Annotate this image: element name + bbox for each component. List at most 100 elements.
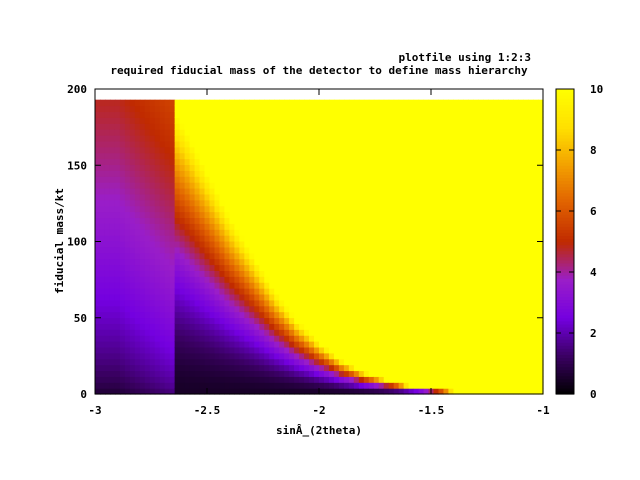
heatmap-cell xyxy=(418,99,425,107)
heatmap-cell xyxy=(104,134,111,142)
heatmap-cell xyxy=(224,146,230,154)
heatmap-cell xyxy=(194,211,201,219)
heatmap-cell xyxy=(363,276,370,283)
heatmap-cell xyxy=(174,282,181,289)
heatmap-cell xyxy=(413,117,420,124)
heatmap-cell xyxy=(418,111,425,118)
heatmap-cell xyxy=(104,164,111,171)
heatmap-cell xyxy=(134,235,141,242)
heatmap-cell xyxy=(284,217,290,224)
heatmap-cell xyxy=(314,205,320,213)
heatmap-cell xyxy=(124,211,131,219)
heatmap-cell xyxy=(134,205,141,213)
heatmap-cell xyxy=(189,134,196,142)
heatmap-cell xyxy=(533,240,539,248)
heatmap-cell xyxy=(418,182,425,189)
heatmap-cell xyxy=(129,211,136,219)
heatmap-cell xyxy=(229,152,235,160)
heatmap-cell xyxy=(523,111,529,118)
heatmap-cell xyxy=(164,129,171,136)
heatmap-cell xyxy=(314,158,320,166)
heatmap-cell xyxy=(184,246,191,254)
heatmap-cell xyxy=(438,223,445,230)
colorbar-step xyxy=(556,217,574,221)
heatmap-cell xyxy=(169,370,176,377)
heatmap-cell xyxy=(304,170,310,177)
heatmap-cell xyxy=(378,299,385,307)
colorbar-tick-label: 0 xyxy=(590,388,597,401)
heatmap-cell xyxy=(214,276,221,283)
heatmap-cell xyxy=(508,258,514,266)
heatmap-cell xyxy=(234,217,240,224)
heatmap-cell xyxy=(174,276,181,283)
heatmap-cell xyxy=(299,317,305,324)
heatmap-cell xyxy=(109,134,116,142)
heatmap-cell xyxy=(453,341,459,348)
heatmap-cell xyxy=(164,134,171,142)
heatmap-cell xyxy=(523,176,529,183)
heatmap-cell xyxy=(458,299,464,307)
heatmap-cell xyxy=(343,341,350,348)
heatmap-cell xyxy=(453,146,459,154)
heatmap-cell xyxy=(159,382,166,389)
heatmap-cell xyxy=(368,388,375,395)
heatmap-cell xyxy=(284,211,290,219)
heatmap-cell xyxy=(533,182,539,189)
heatmap-cell xyxy=(144,358,151,366)
heatmap-cell xyxy=(199,258,206,266)
heatmap-cell xyxy=(368,99,375,107)
heatmap-cell xyxy=(508,235,514,242)
heatmap-cell xyxy=(398,129,405,136)
heatmap-cell xyxy=(463,134,469,142)
heatmap-cell xyxy=(523,205,529,213)
heatmap-cell xyxy=(119,205,126,213)
heatmap-cell xyxy=(378,293,385,301)
heatmap-cell xyxy=(373,199,380,207)
heatmap-cell xyxy=(99,282,106,289)
heatmap-cell xyxy=(503,288,509,295)
heatmap-cell xyxy=(388,258,395,266)
heatmap-cell xyxy=(154,382,161,389)
heatmap-cell xyxy=(219,335,226,342)
heatmap-cell xyxy=(458,293,464,301)
heatmap-cell xyxy=(239,382,245,389)
heatmap-cell xyxy=(393,129,400,136)
heatmap-cell xyxy=(498,229,504,236)
heatmap-cell xyxy=(513,329,519,336)
heatmap-cell xyxy=(95,111,101,118)
heatmap-cell xyxy=(353,164,360,171)
heatmap-cell xyxy=(348,164,355,171)
heatmap-cell xyxy=(179,229,186,236)
heatmap-cell xyxy=(139,111,146,118)
heatmap-cell xyxy=(214,305,221,313)
heatmap-cell xyxy=(169,205,176,213)
heatmap-cell xyxy=(328,335,335,342)
heatmap-cell xyxy=(488,276,494,283)
heatmap-cell xyxy=(428,217,435,224)
heatmap-cell xyxy=(533,129,539,136)
heatmap-cell xyxy=(214,193,221,201)
heatmap-cell xyxy=(518,111,524,118)
heatmap-cell xyxy=(229,111,235,118)
heatmap-cell xyxy=(408,382,415,389)
heatmap-cell xyxy=(289,134,295,142)
heatmap-cell xyxy=(518,341,524,348)
heatmap-cell xyxy=(483,187,489,195)
heatmap-cell xyxy=(169,364,176,372)
heatmap-cell xyxy=(259,293,265,301)
heatmap-cell xyxy=(249,158,255,166)
heatmap-cell xyxy=(109,229,116,236)
heatmap-cell xyxy=(353,158,360,166)
heatmap-cell xyxy=(468,323,474,330)
heatmap-cell xyxy=(114,134,121,142)
heatmap-cell xyxy=(264,358,270,366)
heatmap-cell xyxy=(328,288,335,295)
heatmap-cell xyxy=(453,205,459,213)
heatmap-cell xyxy=(214,205,221,213)
heatmap-cell xyxy=(189,105,196,113)
heatmap-cell xyxy=(328,240,335,248)
heatmap-cell xyxy=(179,252,186,260)
heatmap-cell xyxy=(413,140,420,148)
heatmap-cell xyxy=(119,346,126,354)
heatmap-cell xyxy=(383,276,390,283)
